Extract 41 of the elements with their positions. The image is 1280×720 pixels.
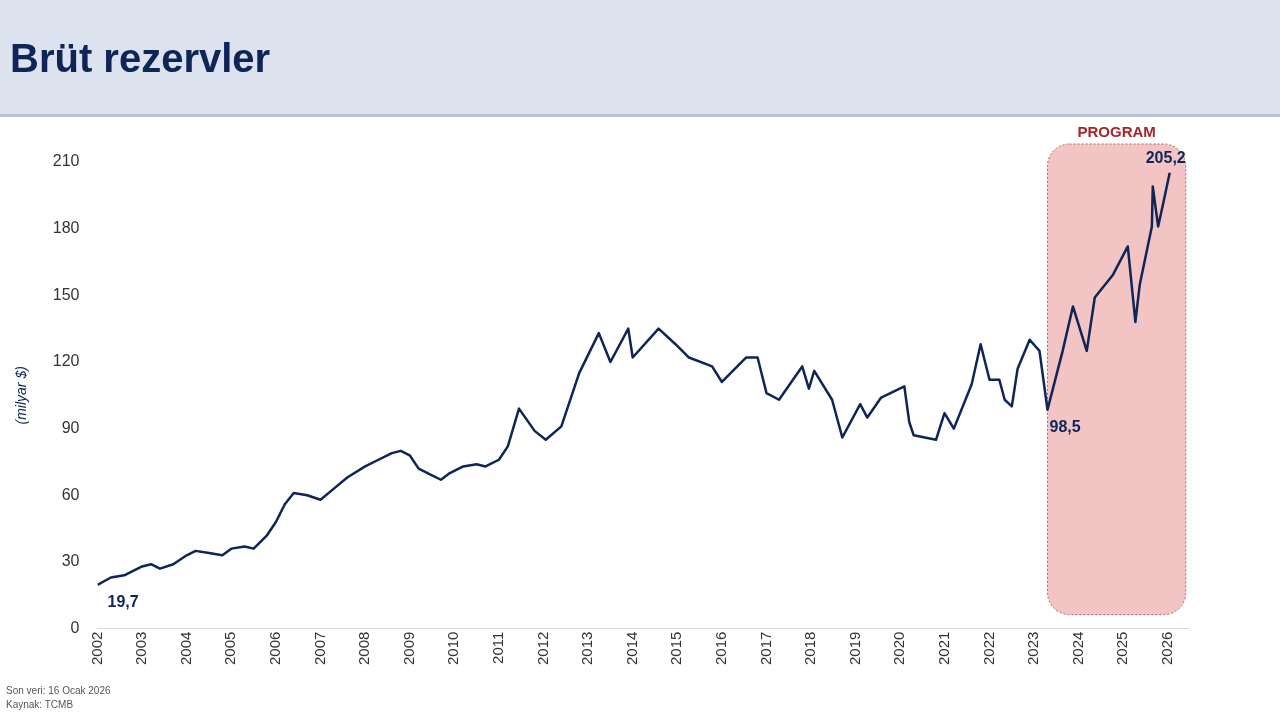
x-tick-label: 2019	[845, 631, 863, 666]
band-label: PROGRAM	[1077, 122, 1156, 140]
x-tick-label: 2009	[399, 631, 417, 666]
x-tick-label: 2026	[1158, 631, 1176, 666]
x-tick-label: 2021	[935, 631, 953, 666]
y-tick-label: 0	[70, 619, 80, 637]
x-tick-label: 2014	[622, 631, 640, 666]
x-tick-label: 2024	[1068, 631, 1086, 666]
y-tick-label: 60	[61, 485, 80, 503]
x-tick-label: 2023	[1024, 631, 1042, 666]
x-tick-label: 2011	[489, 631, 507, 664]
x-tick-label: 2004	[176, 631, 194, 666]
chart-title: Brüt rezervler	[10, 36, 271, 81]
x-tick-label: 2006	[266, 631, 284, 666]
x-tick-label: 2020	[890, 631, 908, 666]
x-tick-label: 2015	[667, 631, 685, 666]
x-tick-label: 2022	[979, 631, 997, 666]
y-tick-label: 30	[61, 552, 80, 570]
x-tick-label: 2002	[87, 631, 105, 666]
y-tick-label: 210	[52, 152, 80, 170]
annotation: 205,2	[1145, 149, 1186, 167]
x-tick-label: 2025	[1113, 631, 1131, 666]
annotation: 19,7	[107, 593, 139, 611]
x-tick-label: 2010	[444, 631, 462, 666]
x-tick-label: 2016	[712, 631, 730, 666]
y-axis-title: (milyar $)	[13, 366, 30, 425]
x-tick-label: 2012	[533, 631, 551, 666]
x-tick-label: 2013	[578, 631, 596, 666]
y-tick-label: 180	[52, 219, 80, 237]
x-tick-label: 2008	[355, 631, 373, 666]
y-tick-label: 120	[52, 352, 80, 370]
x-tick-label: 2017	[756, 631, 774, 666]
text: Son veri: 16 Ocak 2026	[6, 684, 111, 698]
text: Kaynak: TCMB	[6, 698, 75, 712]
x-tick-label: 2018	[801, 631, 819, 666]
y-tick-label: 90	[61, 419, 80, 437]
annotation: 98,5	[1049, 418, 1081, 436]
y-tick-label: 150	[52, 285, 80, 303]
x-tick-label: 2005	[221, 631, 239, 666]
x-tick-label: 2007	[310, 631, 328, 666]
x-tick-label: 2003	[132, 631, 150, 666]
